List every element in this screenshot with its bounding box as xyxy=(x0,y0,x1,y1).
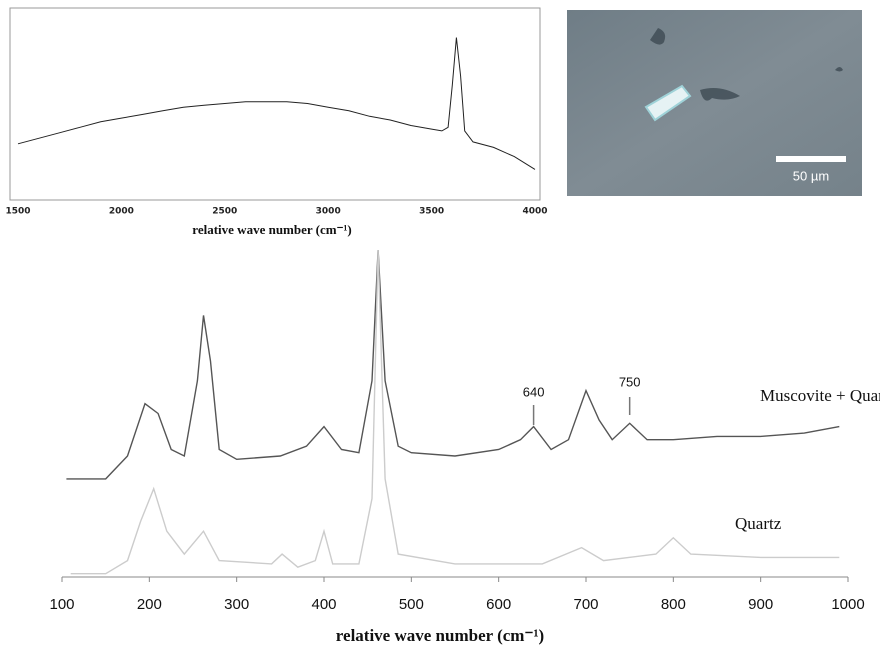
x-axis-label: relative wave number (cm⁻¹) xyxy=(336,626,544,645)
spectrum-line xyxy=(70,249,840,575)
peak-label: 640 xyxy=(523,384,545,399)
micrograph-image xyxy=(567,10,862,196)
x-axis-label: relative wave number (cm⁻¹) xyxy=(192,222,351,237)
x-tick-label: 600 xyxy=(486,596,511,613)
peak-label: 750 xyxy=(619,374,641,389)
x-tick-label: 1500 xyxy=(5,207,30,217)
micrograph-crystal xyxy=(644,84,692,122)
scale-bar xyxy=(776,156,846,162)
x-tick-label: 400 xyxy=(311,596,336,613)
series-label: Muscovite + Quartz xyxy=(760,386,880,405)
x-tick-label: 2000 xyxy=(109,207,134,217)
x-tick-label: 900 xyxy=(748,596,773,613)
x-tick-label: 1000 xyxy=(831,596,864,613)
scale-bar-label: 50 µm xyxy=(793,168,829,183)
x-tick-label: 100 xyxy=(49,596,74,613)
x-tick-label: 500 xyxy=(399,596,424,613)
spectrum-line xyxy=(66,249,840,480)
top-chart-frame xyxy=(9,7,541,201)
x-tick-label: 3000 xyxy=(316,207,341,217)
x-tick-label: 4000 xyxy=(522,207,547,217)
micrograph: 50 µm xyxy=(567,10,862,196)
x-tick-label: 300 xyxy=(224,596,249,613)
spectrum-line xyxy=(17,37,536,170)
x-tick-label: 800 xyxy=(661,596,686,613)
x-tick-label: 3500 xyxy=(419,207,444,217)
x-tick-label: 200 xyxy=(137,596,162,613)
x-tick-label: 700 xyxy=(573,596,598,613)
series-label: Quartz xyxy=(735,514,782,533)
x-tick-label: 2500 xyxy=(212,207,237,217)
